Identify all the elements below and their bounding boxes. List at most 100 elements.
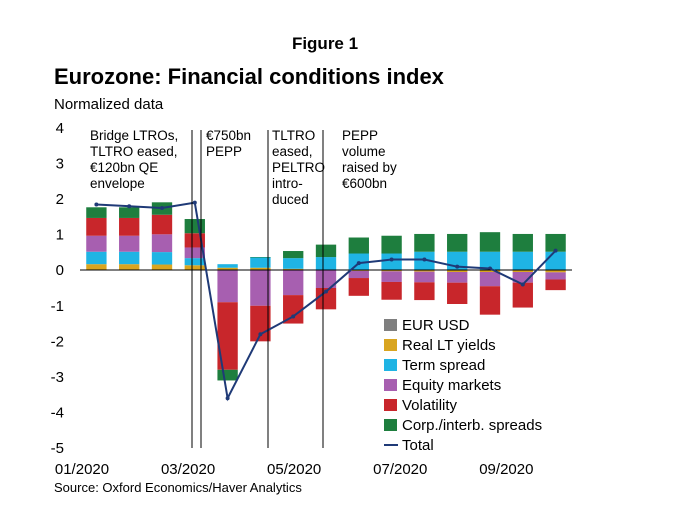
bar-segment	[86, 217, 107, 236]
bar-segment	[414, 270, 435, 272]
bar-segment	[119, 217, 140, 236]
y-tick-label: 0	[56, 262, 64, 279]
annotation-text: volume	[342, 144, 386, 159]
bar-segment	[315, 257, 337, 270]
annotation-text: €120bn QE	[90, 160, 158, 175]
bar-segment	[151, 234, 173, 253]
annotation-text: raised by	[342, 160, 397, 175]
bar-segment	[217, 264, 238, 268]
bar-segment	[283, 251, 304, 259]
legend-label: Total	[402, 437, 434, 454]
bar-segment	[283, 268, 304, 270]
bar-segment	[447, 270, 468, 272]
bar-segment	[119, 235, 140, 252]
bar-segment	[250, 270, 271, 306]
legend-label: Corp./interb. spreads	[402, 417, 542, 434]
legend-swatch	[384, 319, 397, 331]
bar-segment	[315, 270, 337, 288]
bar-segment	[119, 207, 140, 218]
bar-segment	[414, 271, 435, 283]
bar-segment	[250, 257, 271, 268]
bar-segment	[315, 244, 337, 258]
bar-segment	[479, 251, 501, 270]
chart-title: Eurozone: Financial conditions index	[54, 64, 444, 89]
legend-swatch	[384, 419, 397, 431]
bar-segment	[184, 265, 205, 270]
bar-segment	[184, 247, 205, 259]
bar-segment	[86, 207, 107, 218]
annotation-text: envelope	[90, 176, 145, 191]
bar-segment	[414, 233, 435, 252]
legend-swatch	[384, 399, 397, 411]
legend-label: Equity markets	[402, 377, 501, 394]
bar-segment	[545, 272, 566, 280]
x-axis: 01/2020 03/2020 05/2020 07/2020 09/2020	[55, 461, 534, 478]
bar-segment	[315, 288, 337, 310]
bar-segment	[348, 237, 369, 254]
bar-segment	[86, 235, 107, 252]
y-tick-label: -3	[51, 369, 64, 386]
annotation-text: €750bn	[206, 128, 251, 143]
bar-segment	[414, 282, 435, 301]
annotations: Bridge LTROs,TLTRO eased,€120bn QEenvelo…	[90, 128, 397, 207]
bar-segment	[217, 267, 238, 270]
legend-swatch	[384, 359, 397, 371]
bar-segment	[283, 258, 304, 269]
bar-segment	[479, 286, 501, 315]
annotation-text: TLTRO	[272, 128, 315, 143]
bar-group	[86, 200, 566, 401]
bar-segment	[250, 267, 271, 270]
bar-segment	[86, 251, 107, 265]
bar-segment	[381, 235, 402, 254]
bar-segment	[217, 302, 238, 370]
bar-segment	[512, 270, 533, 272]
bar-segment	[545, 233, 566, 252]
annotation-text: PEPP	[206, 144, 242, 159]
bar-segment	[151, 214, 173, 235]
bar-segment	[381, 281, 402, 300]
bar-segment	[479, 232, 501, 252]
legend-label: Term spread	[402, 357, 485, 374]
x-tick-label: 07/2020	[373, 461, 427, 478]
annotation-text: PELTRO	[272, 160, 325, 175]
bar-segment	[381, 270, 402, 272]
legend-label: EUR USD	[402, 317, 470, 334]
annotation-text: €600bn	[342, 176, 387, 191]
bar-segment	[348, 270, 369, 279]
y-tick-label: 1	[56, 227, 64, 244]
bar-segment	[151, 252, 173, 265]
bar-segment	[479, 270, 501, 272]
bar-segment	[348, 270, 369, 271]
y-tick-label: -4	[51, 404, 64, 421]
x-tick-label: 03/2020	[161, 461, 215, 478]
bar-segment	[217, 270, 238, 303]
bar-segment	[512, 282, 533, 308]
annotation-text: TLTRO eased,	[90, 144, 178, 159]
y-tick-label: -5	[51, 440, 64, 457]
y-tick-label: -1	[51, 298, 64, 315]
total-series-line	[96, 201, 557, 402]
bar-segment	[512, 233, 533, 252]
bar-segment	[184, 258, 205, 266]
bar-segment	[217, 369, 238, 381]
bar-segment	[512, 251, 533, 270]
annotation-text: duced	[272, 192, 309, 207]
legend-label: Volatility	[402, 397, 458, 414]
bar-segment	[381, 271, 402, 282]
event-lines	[191, 130, 324, 448]
bar-segment	[545, 279, 566, 291]
bar-segment	[119, 264, 140, 270]
legend-label: Real LT yields	[402, 337, 496, 354]
y-tick-label: 2	[56, 191, 64, 208]
source-note: Source: Oxford Economics/Haver Analytics	[54, 480, 302, 495]
figure-label: Figure 1	[291, 34, 359, 53]
bar-segment	[119, 251, 140, 265]
y-axis-label: Normalized data	[54, 96, 164, 113]
bar-segment	[479, 272, 501, 287]
bar-segment	[447, 282, 468, 304]
y-axis: 4 3 2 1 0 -1 -2 -3 -4 -5	[51, 120, 64, 457]
legend-swatch	[384, 339, 397, 351]
bar-segment	[512, 272, 533, 283]
bar-segment	[447, 272, 468, 283]
